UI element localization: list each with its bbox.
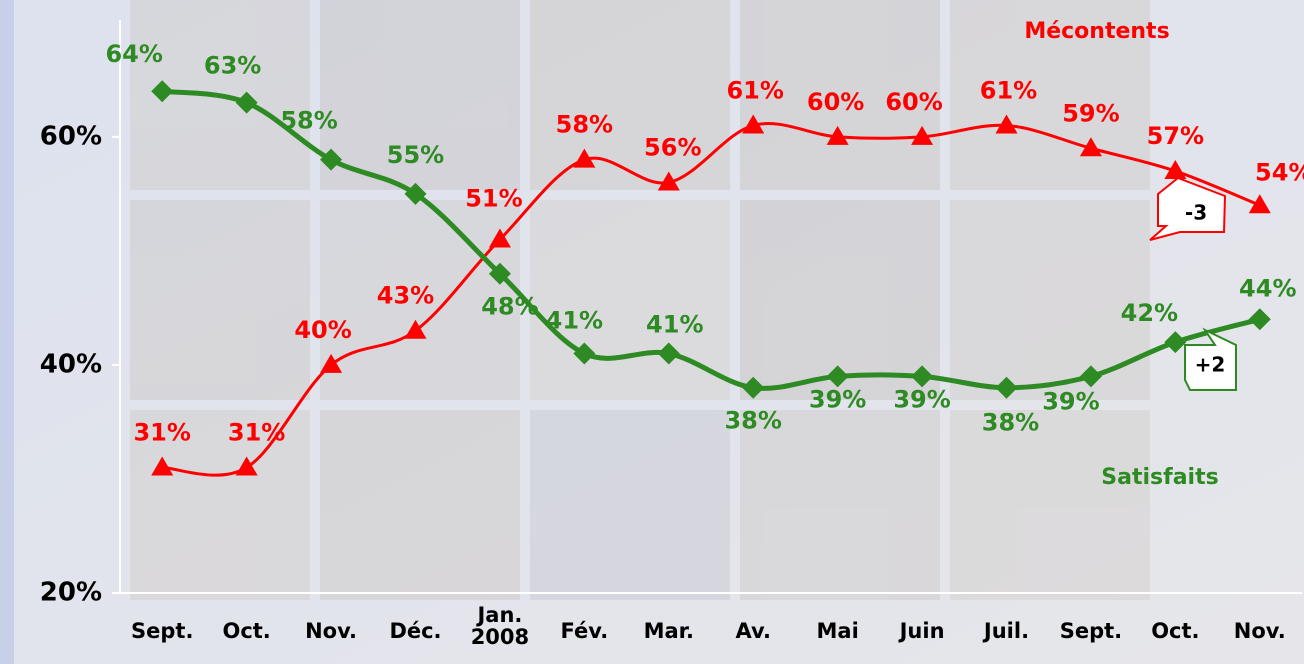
data-label: 41% <box>546 307 603 335</box>
data-label: 57% <box>1147 122 1204 150</box>
data-label: 48% <box>481 293 538 321</box>
data-label: 39% <box>1042 387 1099 415</box>
x-tick-label: Nov. <box>1234 619 1286 643</box>
data-label: 61% <box>726 76 783 104</box>
data-label: 56% <box>644 133 701 161</box>
data-label: 31% <box>228 419 285 447</box>
data-label: 64% <box>105 40 162 68</box>
data-label: 41% <box>646 311 703 339</box>
data-label: 42% <box>1121 299 1178 327</box>
x-tick-label: Mar. <box>644 619 694 643</box>
data-label: 61% <box>980 76 1037 104</box>
data-label: 38% <box>724 407 781 435</box>
x-tick-label: Jan.2008 <box>471 603 529 649</box>
x-tick-label: Fév. <box>561 619 609 643</box>
data-label: 39% <box>809 385 866 413</box>
data-label: 59% <box>1062 99 1119 127</box>
x-tick-label: Juin <box>898 619 945 643</box>
data-label: 43% <box>377 282 434 310</box>
x-tick-label: Sept. <box>131 619 193 643</box>
y-tick-label: 40% <box>40 349 102 379</box>
x-tick-label: Déc. <box>389 619 441 643</box>
x-tick-label: Oct. <box>1151 619 1199 643</box>
data-label: 54% <box>1255 158 1304 186</box>
data-label: 51% <box>465 184 522 212</box>
data-label: 60% <box>885 88 942 116</box>
annotation: -3 <box>1185 201 1207 225</box>
x-tick-label: Mai <box>817 619 859 643</box>
data-label: 60% <box>807 88 864 116</box>
legend-label: Satisfaits <box>1101 465 1218 490</box>
data-label: 44% <box>1239 274 1296 302</box>
annotation: +2 <box>1195 353 1226 377</box>
y-tick-label: 20% <box>40 578 102 608</box>
chart: 20% 40% 60% Sept. Oct. Nov. Déc. Jan.2008 Fév. Ma… <box>0 0 1304 664</box>
data-label: 58% <box>280 107 337 135</box>
data-label: 58% <box>556 111 613 139</box>
x-tick-label: Oct. <box>222 619 270 643</box>
data-label: 38% <box>982 409 1039 437</box>
data-label: 40% <box>294 316 351 344</box>
data-label: 31% <box>133 419 190 447</box>
data-label: 39% <box>893 385 950 413</box>
x-tick-label: Sept. <box>1060 619 1122 643</box>
data-label: 55% <box>387 141 444 169</box>
y-tick-label: 60% <box>40 121 102 151</box>
data-label: 63% <box>204 52 261 80</box>
left-border <box>0 0 14 664</box>
x-tick-label: Juil. <box>982 619 1029 643</box>
legend-label: Mécontents <box>1024 19 1169 44</box>
x-tick-label: Av. <box>735 619 770 643</box>
x-tick-label: Nov. <box>305 619 357 643</box>
